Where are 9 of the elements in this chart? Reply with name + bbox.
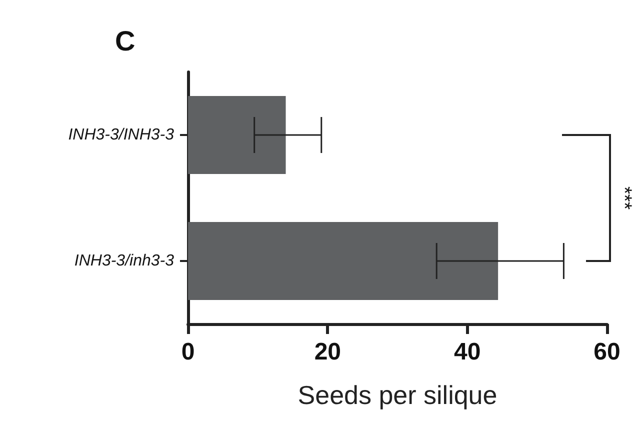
chart-title: C <box>115 26 136 56</box>
x-axis-title: Seeds per silique <box>298 380 498 410</box>
x-tick-label: 20 <box>314 338 342 366</box>
y-tick-label: INH3-3/INH3-3 <box>68 126 174 144</box>
x-tick-label: 0 <box>181 338 195 366</box>
x-tick-label: 40 <box>454 338 481 366</box>
x-tick-label: 60 <box>594 338 620 366</box>
text: *** <box>613 186 635 210</box>
y-tick-label: INH3-3/inh3-3 <box>74 252 174 270</box>
